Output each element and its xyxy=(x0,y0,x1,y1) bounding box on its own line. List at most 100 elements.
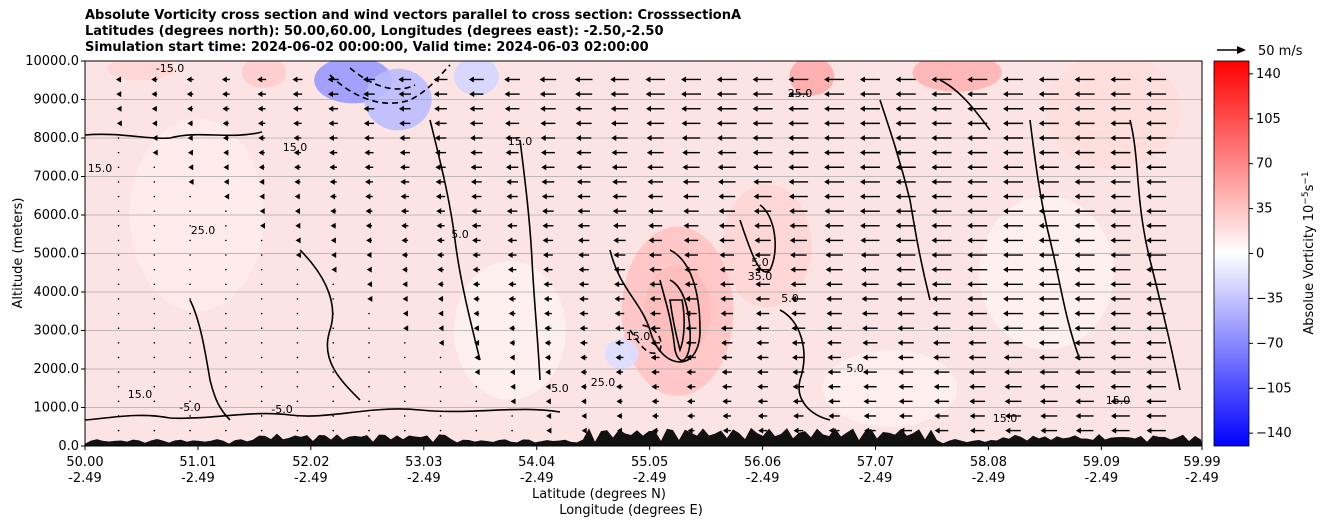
wind-vector-head xyxy=(578,281,584,288)
wind-vector-head xyxy=(1110,222,1116,229)
wind-vector-head xyxy=(546,427,552,434)
wind-vector-head xyxy=(544,339,550,346)
wind-vector-head xyxy=(1146,135,1152,141)
wind-vector-head xyxy=(824,91,830,98)
wind-vector-head xyxy=(401,222,407,229)
wind-vector-head xyxy=(546,412,552,419)
wind-vector xyxy=(368,371,370,373)
wind-vector xyxy=(260,327,263,329)
wind-vector-head xyxy=(365,208,371,215)
wind-vector-head xyxy=(1075,398,1081,405)
wind-vector-head xyxy=(862,339,868,346)
wind-vector-head xyxy=(859,149,865,156)
x-tick-label-lon: -2.49 xyxy=(407,471,441,486)
colorbar-gradient xyxy=(1213,60,1250,447)
wind-vector-head xyxy=(1146,266,1152,273)
wind-vector-head xyxy=(187,135,193,141)
wind-vector xyxy=(439,371,442,373)
wind-vector-head xyxy=(752,120,758,127)
wind-vector-head xyxy=(967,135,973,141)
wind-vector-head xyxy=(717,149,723,156)
wind-vector xyxy=(368,429,370,432)
wind-vector-head xyxy=(293,105,299,112)
wind-vector-head xyxy=(931,266,937,273)
wind-vector-head xyxy=(1074,310,1080,317)
wind-vector-head xyxy=(292,76,298,83)
wind-vector-head xyxy=(754,222,760,229)
wind-vector-head xyxy=(1038,222,1044,229)
wind-vector-head xyxy=(1110,354,1116,361)
wind-vector-head xyxy=(472,252,478,259)
wind-vector-head xyxy=(931,281,937,288)
wind-vector-head xyxy=(1110,164,1116,171)
wind-vector-head xyxy=(895,164,901,171)
wind-vector-head xyxy=(328,135,334,141)
x-tick-label-lat: 51.01 xyxy=(179,455,216,470)
title-line-2: Latitudes (degrees north): 50.00,60.00, … xyxy=(85,24,664,39)
wind-vector-head xyxy=(756,339,762,346)
wind-vector-head xyxy=(722,412,728,419)
wind-vector-head xyxy=(1110,178,1116,185)
wind-vector-head xyxy=(221,76,227,83)
x-tick-label-lon: -2.49 xyxy=(746,471,780,486)
wind-vector-head xyxy=(401,252,407,259)
contour-line-negative xyxy=(629,324,662,354)
wind-vector-head xyxy=(827,354,833,361)
wind-vector xyxy=(368,385,370,388)
wind-vector-head xyxy=(364,135,370,141)
wind-vector xyxy=(189,356,191,359)
quiver-key-label: 50 m/s xyxy=(1258,44,1303,59)
wind-vector-head xyxy=(722,398,728,405)
wind-vector-head xyxy=(788,120,794,127)
wind-vector-head xyxy=(402,310,408,317)
wind-vector xyxy=(332,298,335,300)
wind-vector-head xyxy=(401,237,407,244)
wind-vector-head xyxy=(1146,222,1152,229)
wind-vector-head xyxy=(435,193,441,200)
wind-vector-head xyxy=(473,295,479,302)
wind-vector xyxy=(153,429,156,432)
wind-vector-head xyxy=(861,295,867,302)
contour-label: 5.0 xyxy=(781,292,799,305)
wind-vector-head xyxy=(686,354,692,361)
wind-vector-head xyxy=(1146,354,1152,361)
wind-vector xyxy=(153,268,156,271)
wind-vector xyxy=(260,312,263,315)
wind-vector-head xyxy=(753,208,759,215)
wind-vector-head xyxy=(470,149,476,156)
wind-vector-head xyxy=(188,178,194,185)
wind-vector-head xyxy=(931,193,937,200)
wind-vector-head xyxy=(931,222,937,229)
wind-vector-head xyxy=(1074,252,1080,259)
wind-vector-head xyxy=(788,91,794,98)
colorbar-tick-label: −105 xyxy=(1256,381,1292,396)
wind-vector-head xyxy=(1110,398,1116,405)
colorbar-tick-label: 105 xyxy=(1256,112,1281,127)
wind-vector-head xyxy=(151,91,157,98)
wind-vector xyxy=(332,371,335,373)
quiver-key: 50 m/s xyxy=(1217,44,1303,59)
wind-vector-head xyxy=(752,91,758,98)
wind-vector-head xyxy=(931,178,937,185)
wind-vector-head xyxy=(931,208,937,215)
wind-vector-head xyxy=(616,398,622,405)
wind-vector xyxy=(475,429,478,432)
contour-label: 25.0 xyxy=(591,376,616,389)
wind-vector-head xyxy=(1003,135,1009,141)
wind-vector-head xyxy=(792,369,798,376)
wind-vector-head xyxy=(507,222,513,229)
wind-vector-head xyxy=(826,310,832,317)
wind-vector-head xyxy=(967,237,973,244)
wind-vector-head xyxy=(717,135,723,141)
wind-vector-head xyxy=(1074,193,1080,200)
wind-vector-head xyxy=(967,222,973,229)
wind-vector-head xyxy=(646,105,652,112)
wind-vector xyxy=(368,312,370,315)
wind-vector xyxy=(189,254,191,256)
wind-vector-head xyxy=(542,208,548,215)
wind-vector-head xyxy=(649,281,655,288)
wind-vector-head xyxy=(613,222,619,229)
wind-vector xyxy=(332,429,335,432)
wind-vector-head xyxy=(860,252,866,259)
wind-vector-head xyxy=(257,91,263,98)
